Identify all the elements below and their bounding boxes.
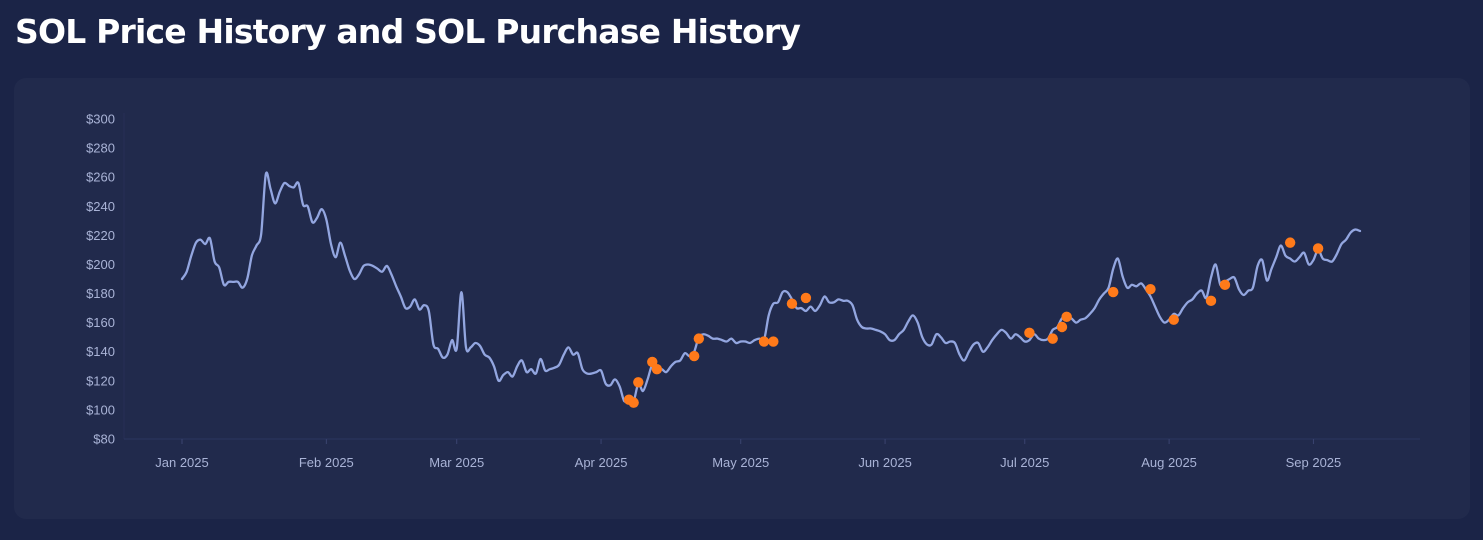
x-tick-label: Mar 2025	[429, 455, 484, 470]
x-tick-label: Apr 2025	[575, 455, 628, 470]
purchase-marker	[1024, 327, 1035, 339]
price-line-layer	[180, 171, 1362, 403]
purchase-marker	[1205, 295, 1217, 307]
y-tick-label: $280	[86, 141, 115, 156]
x-tick-label: Aug 2025	[1141, 455, 1197, 470]
page-title: SOL Price History and SOL Purchase Histo…	[15, 12, 801, 51]
y-tick-label: $160	[86, 315, 115, 330]
y-tick-label: $260	[86, 170, 115, 185]
purchase-marker	[688, 350, 700, 362]
chart-card: $80 $100 $120 $140 $160 $180 $200 $220 $240 $260 $…	[14, 78, 1470, 519]
purchase-marker	[800, 292, 812, 304]
purchase-marker	[1168, 314, 1179, 325]
x-tick-label: Jan 2025	[155, 455, 209, 470]
price-chart: $80 $100 $120 $140 $160 $180 $200 $220 $240 $260 $…	[86, 112, 1420, 470]
purchase-marker	[768, 336, 779, 347]
y-tick-label: $200	[86, 257, 115, 272]
x-tick-label: Feb 2025	[299, 455, 354, 470]
purchase-markers-layer	[623, 237, 1324, 408]
y-tick-label: $220	[86, 228, 115, 243]
x-axis: Jan 2025 Feb 2025 Mar 2025 Apr 2025 May 2025…	[124, 438, 1420, 470]
x-tick-label: May 2025	[712, 455, 769, 470]
purchase-marker	[1312, 243, 1324, 254]
purchase-marker	[786, 298, 798, 309]
x-tick-label: Jul 2025	[1000, 455, 1049, 470]
y-tick-label: $80	[93, 432, 115, 447]
y-tick-label: $300	[86, 112, 115, 127]
purchase-marker	[628, 397, 639, 408]
y-tick-label: $100	[86, 402, 115, 417]
purchase-marker	[633, 377, 644, 388]
purchase-marker	[1284, 237, 1296, 248]
y-tick-label: $120	[86, 373, 115, 388]
purchase-marker	[758, 336, 770, 347]
y-tick-label: $180	[86, 286, 115, 301]
purchase-marker	[1108, 286, 1119, 298]
purchase-marker	[1145, 283, 1156, 295]
y-axis: $80 $100 $120 $140 $160 $180 $200 $220 $240 $260 $…	[86, 112, 125, 447]
x-tick-label: Sep 2025	[1286, 455, 1342, 470]
purchase-marker	[693, 333, 705, 344]
purchase-marker	[651, 363, 663, 375]
y-tick-label: $140	[86, 344, 115, 359]
purchase-marker	[1056, 321, 1068, 333]
y-tick-label: $240	[86, 199, 115, 214]
purchase-marker	[1061, 311, 1072, 323]
price-line	[180, 171, 1362, 403]
purchase-marker	[1047, 333, 1058, 344]
purchase-marker	[1219, 279, 1231, 291]
x-tick-label: Jun 2025	[858, 455, 912, 470]
